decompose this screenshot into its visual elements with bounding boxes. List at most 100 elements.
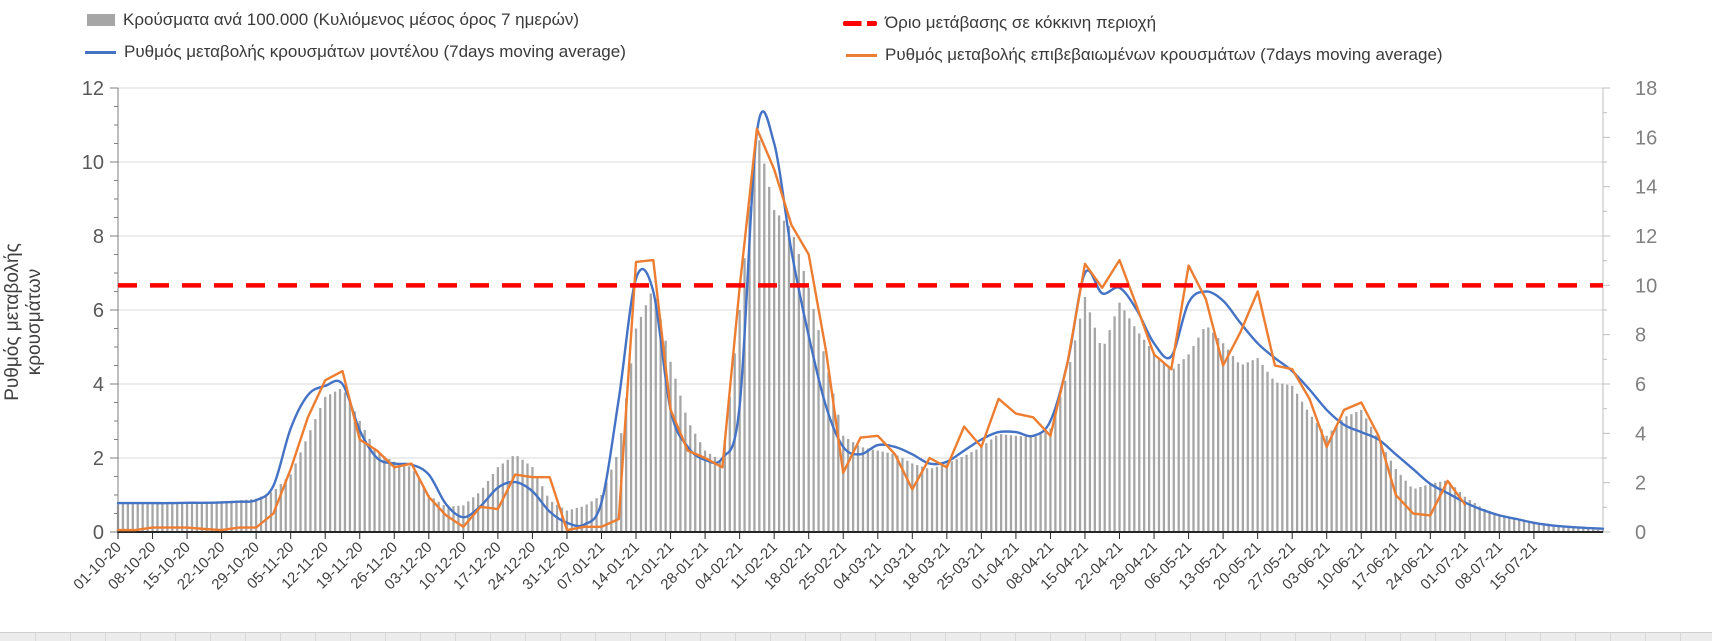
bar <box>1300 401 1304 532</box>
bottom-strip-cell-line <box>1050 633 1051 641</box>
bar <box>1241 364 1244 532</box>
bar <box>634 328 638 532</box>
bar <box>1389 460 1393 532</box>
bar <box>373 447 376 532</box>
bar <box>708 453 712 532</box>
bar <box>190 502 194 532</box>
bar <box>1443 480 1447 532</box>
bar <box>383 456 386 532</box>
bar <box>417 479 421 532</box>
bottom-strip-cell-line <box>805 633 806 641</box>
bar <box>1073 340 1077 532</box>
bar <box>955 459 958 532</box>
legend-label-bars: Κρούσματα ανά 100.000 (Κυλιόμενος μέσος … <box>123 10 580 29</box>
bar <box>782 220 786 533</box>
bar <box>590 501 593 532</box>
bar <box>1532 522 1536 532</box>
bottom-strip-cell-line <box>1435 633 1436 641</box>
orange-line-swatch-icon <box>846 53 877 57</box>
bar <box>1187 354 1190 532</box>
bar <box>511 456 514 532</box>
bar <box>847 438 850 532</box>
bottom-strip-cell-line <box>665 633 666 641</box>
bar <box>333 391 337 532</box>
bar <box>1157 357 1161 532</box>
bar <box>723 440 726 532</box>
left-axis-tick-label: 10 <box>82 152 104 174</box>
bar <box>368 438 371 532</box>
bar <box>1019 436 1022 532</box>
bar <box>309 430 312 532</box>
bar <box>1305 409 1309 532</box>
bottom-strip-cell-line <box>525 633 526 641</box>
bar <box>146 503 149 532</box>
bar <box>684 412 687 532</box>
bar <box>625 398 628 532</box>
bar <box>304 441 307 532</box>
bar <box>970 452 973 532</box>
bar <box>1236 362 1240 532</box>
bar <box>412 471 416 532</box>
left-axis-tick-label: 8 <box>93 226 104 248</box>
bar <box>437 501 440 532</box>
confirmed-line-series <box>116 127 1467 532</box>
bar <box>235 500 238 532</box>
legend-label-model: Ρυθμός μεταβολής κρουσμάτων μοντέλου (7d… <box>124 42 626 61</box>
bar <box>1152 352 1156 532</box>
bar <box>886 452 889 532</box>
bar <box>999 434 1003 532</box>
bar <box>1108 330 1111 532</box>
bar <box>279 484 282 532</box>
bar <box>758 140 761 532</box>
bar <box>743 258 746 532</box>
bar <box>975 449 978 532</box>
bar <box>1295 393 1299 532</box>
bar <box>851 442 855 532</box>
bar <box>1310 416 1314 532</box>
bar <box>220 501 223 532</box>
gray-bar-swatch-icon <box>87 14 115 26</box>
bottom-strip-cell-line <box>420 633 421 641</box>
bar <box>324 396 327 532</box>
bar <box>1226 349 1230 532</box>
bar <box>1054 412 1057 532</box>
right-axis-tick-label: 6 <box>1635 374 1646 396</box>
legend-item-threshold: Όριο μετάβασης σε κόκκινη περιοχή <box>843 13 1156 33</box>
bar <box>1355 412 1358 532</box>
bar <box>1291 385 1294 532</box>
bar <box>1577 528 1580 532</box>
bottom-strip-cell-line <box>1330 633 1331 641</box>
left-axis-tick-label: 4 <box>93 374 104 396</box>
bar <box>1172 368 1175 532</box>
legend-label-confirmed: Ρυθμός μεταβολής επιβεβαιωμένων κρουσμάτ… <box>885 45 1443 64</box>
bar <box>363 429 366 532</box>
bottom-strip-cell-line <box>770 633 771 641</box>
bar <box>1009 435 1013 532</box>
bar <box>1271 378 1274 532</box>
bar <box>1517 519 1521 532</box>
bar <box>264 494 268 532</box>
bar <box>1049 428 1052 532</box>
bar <box>215 501 218 532</box>
bar <box>210 501 213 532</box>
bar <box>1039 433 1042 532</box>
bar <box>921 466 924 532</box>
bar <box>477 493 480 532</box>
bar <box>328 394 332 532</box>
bar <box>738 310 741 532</box>
bar <box>1207 327 1210 532</box>
bar <box>896 455 899 532</box>
bar <box>343 392 347 532</box>
bar <box>422 487 426 532</box>
bar <box>1261 364 1264 532</box>
bar <box>1093 327 1096 532</box>
bar <box>427 495 430 532</box>
bar <box>911 463 914 532</box>
bar <box>1083 296 1087 532</box>
bar <box>259 496 263 532</box>
bar <box>1596 529 1600 532</box>
bar <box>1103 343 1106 532</box>
red-dashed-swatch-icon <box>843 20 877 26</box>
bar <box>580 506 583 532</box>
bar <box>827 372 830 532</box>
